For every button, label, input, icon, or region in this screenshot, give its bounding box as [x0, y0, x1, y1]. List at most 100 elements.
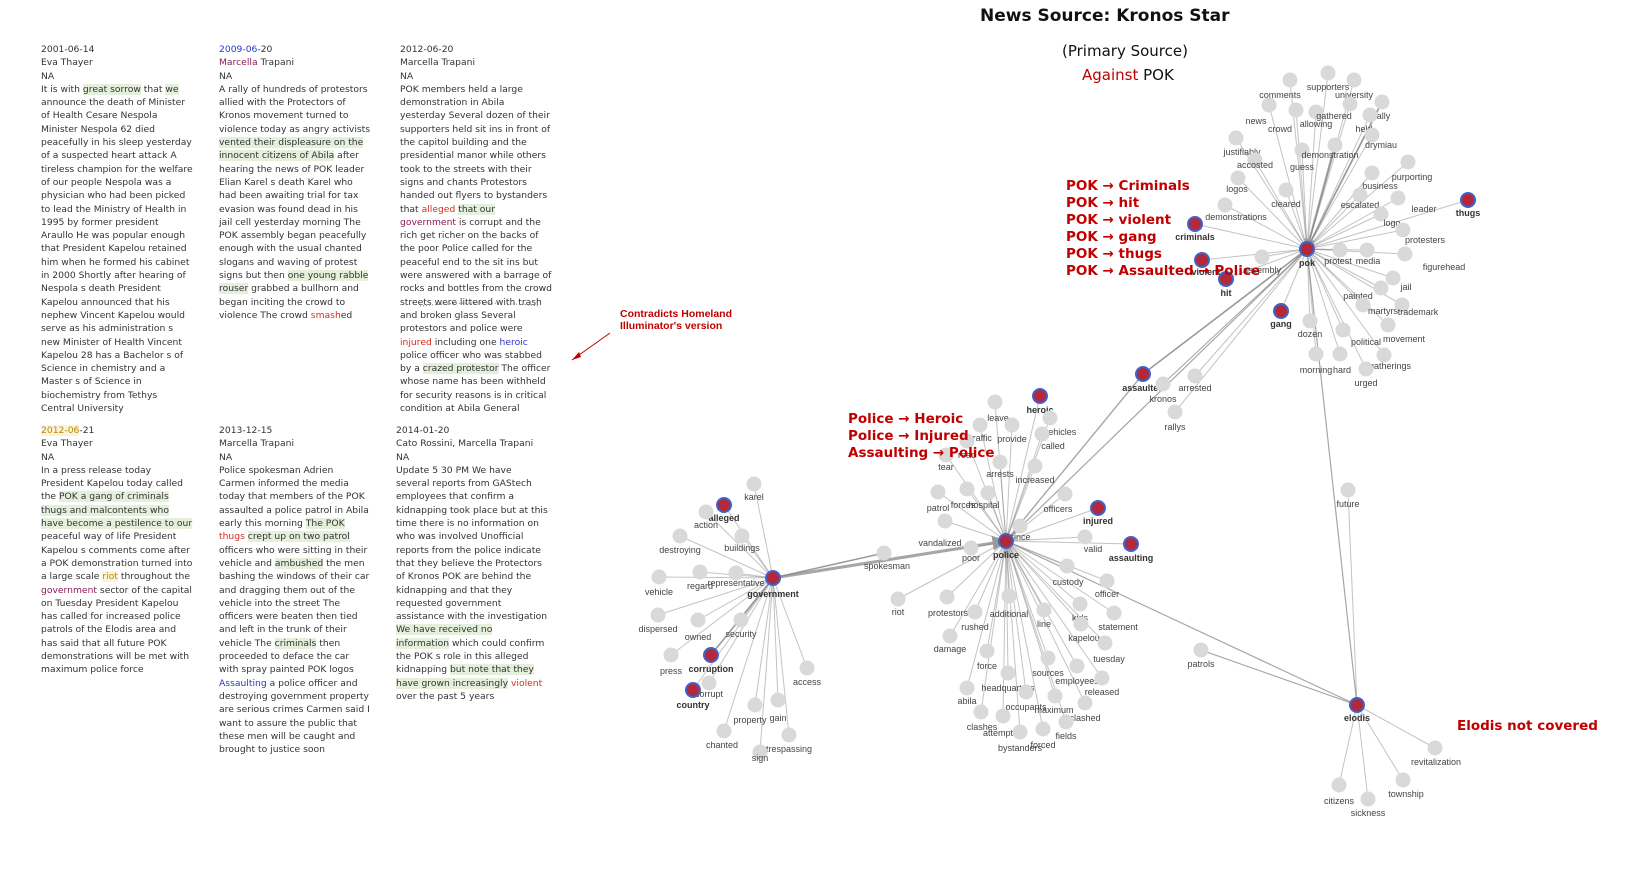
node-fields[interactable]: [1058, 714, 1074, 730]
node-buildings[interactable]: [734, 528, 750, 544]
node-police[interactable]: [998, 533, 1014, 549]
node-security[interactable]: [733, 612, 749, 628]
node-forced[interactable]: [1035, 721, 1051, 737]
node-demonstrations[interactable]: [1217, 197, 1233, 213]
node-vandalized[interactable]: [937, 513, 953, 529]
node-bystanders[interactable]: [1012, 724, 1028, 740]
node-representative[interactable]: [728, 565, 744, 581]
node-officer[interactable]: [1099, 573, 1115, 589]
node-vehicle[interactable]: [651, 569, 667, 585]
node-kids[interactable]: [1072, 596, 1088, 612]
node-revitalization[interactable]: [1427, 740, 1443, 756]
node-employees[interactable]: [1069, 658, 1085, 674]
node-held[interactable]: [1362, 107, 1378, 123]
node-sources[interactable]: [1040, 650, 1056, 666]
node-assembly[interactable]: [1254, 249, 1270, 265]
node-arrests[interactable]: [992, 454, 1008, 470]
node-valid[interactable]: [1077, 529, 1093, 545]
node-access[interactable]: [799, 660, 815, 676]
node-news[interactable]: [1261, 97, 1277, 113]
node-pok[interactable]: [1299, 241, 1315, 257]
node-arrested[interactable]: [1187, 368, 1203, 384]
node-statement[interactable]: [1106, 605, 1122, 621]
node-criminals[interactable]: [1187, 216, 1203, 232]
node-drymiau[interactable]: [1364, 127, 1380, 143]
node-dispersed[interactable]: [650, 607, 666, 623]
node-sign[interactable]: [752, 744, 768, 760]
node-officers[interactable]: [1057, 486, 1073, 502]
node-gatherings[interactable]: [1376, 347, 1392, 363]
node-kronos[interactable]: [1155, 376, 1171, 392]
node-spokesman[interactable]: [876, 545, 892, 561]
node-poor[interactable]: [963, 540, 979, 556]
node-traffic[interactable]: [972, 417, 988, 433]
node-press[interactable]: [663, 647, 679, 663]
node-sickness[interactable]: [1360, 791, 1376, 807]
node-gathered[interactable]: [1342, 96, 1358, 112]
node-government[interactable]: [765, 570, 781, 586]
node-violent[interactable]: [1194, 252, 1210, 268]
node-future[interactable]: [1340, 482, 1356, 498]
node-heroic[interactable]: [1032, 388, 1048, 404]
node-demonstration[interactable]: [1327, 137, 1343, 153]
node-called[interactable]: [1034, 426, 1050, 442]
node-morning[interactable]: [1308, 346, 1324, 362]
node-figurehead[interactable]: [1397, 246, 1413, 262]
node-business[interactable]: [1364, 165, 1380, 181]
node-maximum[interactable]: [1047, 688, 1063, 704]
node-accosted[interactable]: [1247, 152, 1263, 168]
node-university[interactable]: [1346, 72, 1362, 88]
node-hit[interactable]: [1218, 271, 1234, 287]
node-leave[interactable]: [987, 394, 1003, 410]
node-provide[interactable]: [1004, 417, 1020, 433]
node-action[interactable]: [698, 504, 714, 520]
node-justifiably[interactable]: [1228, 130, 1244, 146]
node-clashes[interactable]: [973, 704, 989, 720]
node-released[interactable]: [1094, 670, 1110, 686]
node-leader[interactable]: [1390, 190, 1406, 206]
node-road[interactable]: [959, 433, 975, 449]
node-tuesday[interactable]: [1097, 635, 1113, 651]
node-line[interactable]: [1036, 602, 1052, 618]
node-hospital[interactable]: [980, 485, 996, 501]
node-hard[interactable]: [1332, 346, 1348, 362]
node-forces[interactable]: [959, 481, 975, 497]
node-gain[interactable]: [770, 692, 786, 708]
node-abila[interactable]: [959, 680, 975, 696]
node-thugs[interactable]: [1460, 192, 1476, 208]
node-movement[interactable]: [1380, 317, 1396, 333]
node-vehicles[interactable]: [1042, 410, 1058, 426]
node-injured[interactable]: [1090, 500, 1106, 516]
node-logos[interactable]: [1230, 170, 1246, 186]
node-corrupt[interactable]: [701, 675, 717, 691]
node-allowing[interactable]: [1308, 104, 1324, 120]
node-martyrs[interactable]: [1355, 297, 1371, 313]
node-occupants[interactable]: [1018, 684, 1034, 700]
node-property[interactable]: [747, 697, 763, 713]
node-protest[interactable]: [1332, 242, 1348, 258]
node-damage[interactable]: [942, 628, 958, 644]
node-owned[interactable]: [690, 612, 706, 628]
node-increased[interactable]: [1027, 458, 1043, 474]
node-trespassing[interactable]: [781, 727, 797, 743]
node-cleared[interactable]: [1278, 182, 1294, 198]
node-alleged[interactable]: [716, 497, 732, 513]
node-comments[interactable]: [1282, 72, 1298, 88]
node-elodis[interactable]: [1349, 697, 1365, 713]
node-political[interactable]: [1335, 322, 1351, 338]
node-assaulting[interactable]: [1123, 536, 1139, 552]
node-tear[interactable]: [938, 447, 954, 463]
node-guess[interactable]: [1294, 142, 1310, 158]
node-kapelou[interactable]: [1073, 616, 1089, 632]
node-attempted[interactable]: [995, 708, 1011, 724]
node-force[interactable]: [979, 643, 995, 659]
node-corruption[interactable]: [703, 647, 719, 663]
node-media[interactable]: [1359, 242, 1375, 258]
node-headquarters[interactable]: [1000, 665, 1016, 681]
node-country[interactable]: [685, 682, 701, 698]
node-painted[interactable]: [1373, 280, 1389, 296]
node-since[interactable]: [1012, 518, 1028, 534]
node-karel[interactable]: [746, 476, 762, 492]
node-protesters[interactable]: [1395, 222, 1411, 238]
node-jail[interactable]: [1385, 270, 1401, 286]
